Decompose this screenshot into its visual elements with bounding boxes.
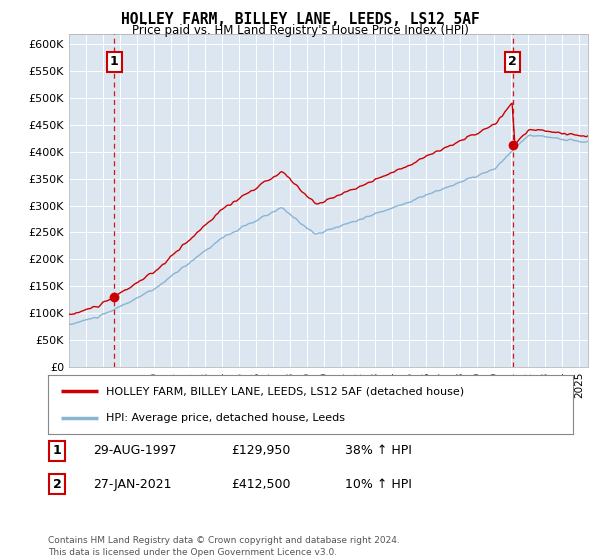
Text: Price paid vs. HM Land Registry's House Price Index (HPI): Price paid vs. HM Land Registry's House … xyxy=(131,24,469,37)
Text: 10% ↑ HPI: 10% ↑ HPI xyxy=(345,478,412,491)
Text: 27-JAN-2021: 27-JAN-2021 xyxy=(93,478,172,491)
Text: £412,500: £412,500 xyxy=(231,478,290,491)
Text: 1: 1 xyxy=(110,55,118,68)
Text: HPI: Average price, detached house, Leeds: HPI: Average price, detached house, Leed… xyxy=(106,413,345,423)
Text: £129,950: £129,950 xyxy=(231,444,290,458)
Text: 29-AUG-1997: 29-AUG-1997 xyxy=(93,444,176,458)
Text: HOLLEY FARM, BILLEY LANE, LEEDS, LS12 5AF: HOLLEY FARM, BILLEY LANE, LEEDS, LS12 5A… xyxy=(121,12,479,27)
Text: 1: 1 xyxy=(53,444,61,458)
Text: Contains HM Land Registry data © Crown copyright and database right 2024.
This d: Contains HM Land Registry data © Crown c… xyxy=(48,536,400,557)
Text: 2: 2 xyxy=(53,478,61,491)
Text: 2: 2 xyxy=(508,55,517,68)
Text: HOLLEY FARM, BILLEY LANE, LEEDS, LS12 5AF (detached house): HOLLEY FARM, BILLEY LANE, LEEDS, LS12 5A… xyxy=(106,386,464,396)
Text: 38% ↑ HPI: 38% ↑ HPI xyxy=(345,444,412,458)
